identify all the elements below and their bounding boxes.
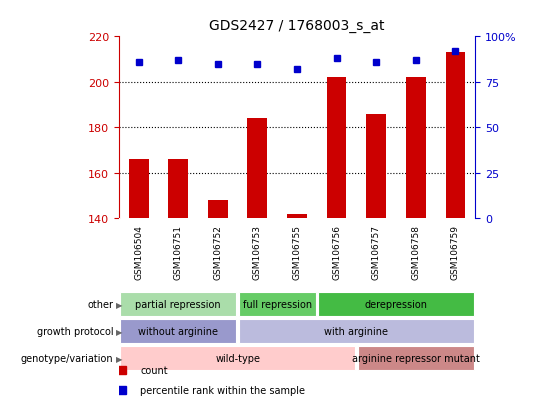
Text: full repression: full repression — [242, 299, 312, 310]
Bar — [120, 320, 237, 343]
Bar — [208, 201, 228, 219]
Bar — [120, 293, 237, 316]
Text: growth protocol: growth protocol — [37, 326, 113, 337]
Text: other: other — [87, 299, 113, 310]
Text: GSM106753: GSM106753 — [253, 225, 262, 279]
Bar — [239, 293, 315, 316]
Bar — [287, 214, 307, 219]
Text: GSM106758: GSM106758 — [411, 225, 420, 279]
Text: with arginine: with arginine — [325, 326, 388, 337]
Text: wild-type: wild-type — [215, 353, 260, 363]
Bar — [406, 78, 426, 219]
Bar — [247, 119, 267, 219]
Text: GSM106752: GSM106752 — [213, 225, 222, 279]
Text: ▶: ▶ — [116, 354, 123, 363]
Text: derepression: derepression — [364, 299, 428, 310]
Bar — [366, 114, 386, 219]
Bar — [120, 347, 355, 370]
Bar — [327, 78, 347, 219]
Text: GSM106504: GSM106504 — [134, 225, 143, 279]
Text: GSM106751: GSM106751 — [174, 225, 183, 279]
Text: count: count — [140, 365, 168, 375]
Text: arginine repressor mutant: arginine repressor mutant — [352, 353, 480, 363]
Bar — [446, 53, 465, 219]
Text: ▶: ▶ — [116, 300, 123, 309]
Bar — [357, 347, 474, 370]
Text: GSM106755: GSM106755 — [293, 225, 301, 279]
Text: partial repression: partial repression — [136, 299, 221, 310]
Text: percentile rank within the sample: percentile rank within the sample — [140, 385, 305, 395]
Bar — [239, 320, 474, 343]
Bar — [168, 160, 188, 219]
Text: GSM106756: GSM106756 — [332, 225, 341, 279]
Text: GSM106757: GSM106757 — [372, 225, 381, 279]
Text: ▶: ▶ — [116, 327, 123, 336]
Bar — [318, 293, 474, 316]
Text: genotype/variation: genotype/variation — [21, 353, 113, 363]
Title: GDS2427 / 1768003_s_at: GDS2427 / 1768003_s_at — [210, 19, 384, 33]
Text: without arginine: without arginine — [138, 326, 218, 337]
Bar — [129, 160, 148, 219]
Text: GSM106759: GSM106759 — [451, 225, 460, 279]
